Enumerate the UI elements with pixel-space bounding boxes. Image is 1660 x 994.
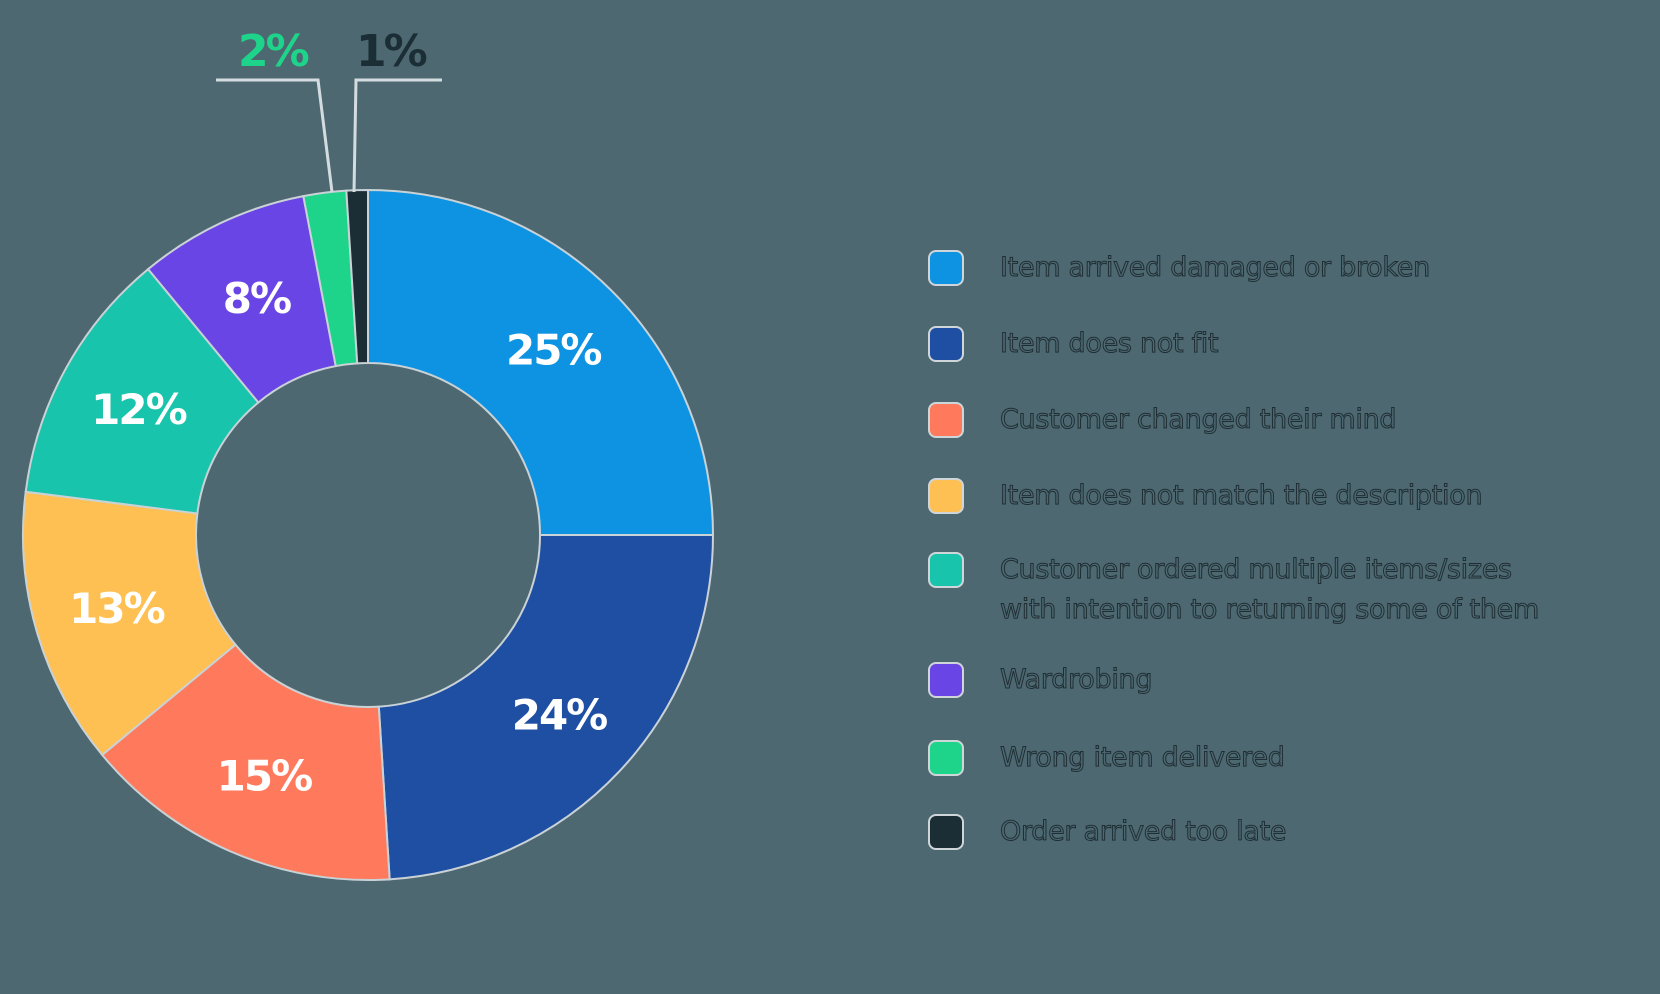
callout-leader-line (216, 78, 334, 193)
legend-item-does-not-fit: Item does not fit (928, 324, 1219, 364)
callout-value-label: 2% (238, 26, 309, 77)
legend-swatch-icon (928, 740, 964, 776)
slice-value-label: 15% (217, 751, 312, 800)
legend-label: Wardrobing (999, 664, 1153, 696)
legend-label: Customer changed their mind (999, 404, 1397, 436)
legend-swatch-icon (928, 552, 964, 588)
legend-label: Item does not fit (999, 328, 1219, 360)
legend-swatch-icon (928, 662, 964, 698)
legend-label: Item does not match the description (999, 480, 1483, 512)
slice-value-label: 25% (506, 326, 601, 375)
callout-leader-line (352, 78, 442, 193)
slice-value-label: 12% (91, 385, 186, 434)
slice-value-labels: 25% 24% 15% 13% 12% 8% (69, 274, 609, 801)
donut-slices (22, 188, 715, 881)
slice-value-label: 13% (69, 584, 164, 633)
legend-label: Item arrived damaged or broken (1000, 252, 1431, 284)
legend-item-arrived-late: Order arrived too late (928, 812, 1287, 852)
legend-item-wardrobing: Wardrobing (928, 660, 1153, 700)
callout-value-label: 1% (356, 26, 427, 77)
legend-item-damaged: Item arrived damaged or broken (928, 248, 1431, 288)
legend-label: Order arrived too late (999, 816, 1287, 848)
slice-value-label: 8% (223, 274, 291, 323)
legend-swatch-icon (928, 814, 964, 850)
donut-slice (22, 490, 237, 757)
legend-swatch-icon (928, 402, 964, 438)
legend-swatch-icon (928, 326, 964, 362)
legend-item-multiple-items: Customer ordered multiple items/sizes wi… (928, 550, 1540, 630)
legend-item-changed-mind: Customer changed their mind (928, 400, 1397, 440)
legend-swatch-icon (928, 478, 964, 514)
donut-slice (367, 188, 715, 536)
legend-swatch-icon (928, 250, 964, 286)
donut-slice (377, 534, 715, 881)
legend-item-not-match-description: Item does not match the description (928, 476, 1483, 516)
donut-slice (100, 643, 391, 881)
donut-slice (24, 267, 260, 515)
small-slice-callouts: 2% 1% (216, 26, 442, 193)
legend-label: Customer ordered multiple items/sizes wi… (1000, 554, 1540, 626)
legend-label: Wrong item delivered (1000, 742, 1286, 774)
slice-value-label: 24% (512, 690, 607, 739)
legend-item-wrong-item: Wrong item delivered (928, 738, 1285, 778)
